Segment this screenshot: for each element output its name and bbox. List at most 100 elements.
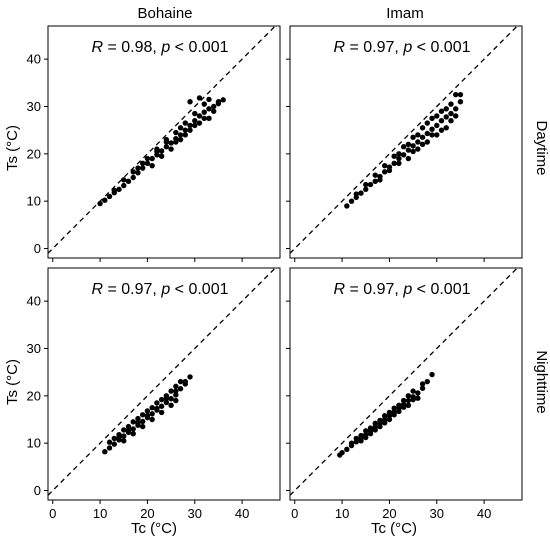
data-point <box>377 177 383 183</box>
data-point <box>116 186 122 193</box>
data-point <box>173 129 179 136</box>
data-point <box>372 427 378 433</box>
data-point <box>158 153 165 159</box>
data-point <box>144 160 151 167</box>
data-point <box>363 428 369 434</box>
data-point <box>424 130 431 137</box>
data-point <box>419 381 426 387</box>
data-point <box>130 431 136 437</box>
data-point <box>187 122 193 129</box>
data-point <box>177 125 184 131</box>
data-point <box>139 418 146 425</box>
data-point <box>448 110 454 117</box>
data-point <box>405 397 412 404</box>
r-symbol: R <box>91 39 103 56</box>
data-point <box>121 182 127 189</box>
y-tick-label: 40 <box>27 52 41 67</box>
data-point <box>125 427 132 433</box>
x-tick-label: 40 <box>235 506 249 521</box>
data-point <box>372 178 378 184</box>
y-tick-label: 30 <box>27 99 41 114</box>
data-point <box>353 191 359 197</box>
data-point <box>434 122 440 129</box>
data-point <box>168 388 174 394</box>
data-point <box>196 95 203 101</box>
data-point <box>192 117 198 124</box>
data-point <box>154 148 160 155</box>
one-to-one-line <box>48 268 276 496</box>
data-point <box>135 420 141 426</box>
one-to-one-line <box>290 268 518 496</box>
data-point <box>419 125 426 131</box>
data-point <box>192 122 198 129</box>
row-title-nighttime: Nighttime <box>533 350 550 413</box>
data-point <box>168 146 174 152</box>
data-point <box>438 108 445 114</box>
data-point <box>106 445 113 451</box>
data-point <box>206 115 212 122</box>
data-point <box>158 403 165 409</box>
data-point <box>405 147 412 153</box>
p-symbol: p <box>160 281 170 298</box>
data-point <box>182 132 189 138</box>
panel-border <box>289 25 523 259</box>
correlation-annotation: R = 0.98, p < 0.001 <box>91 39 228 56</box>
data-point <box>400 152 407 158</box>
data-point <box>201 101 207 107</box>
data-point <box>139 160 146 167</box>
data-point <box>158 409 165 416</box>
data-point <box>381 413 388 419</box>
data-point <box>149 416 155 423</box>
x-axis-title-right: Tc (°C) <box>371 520 417 537</box>
data-point <box>177 136 184 143</box>
y-tick-label: 20 <box>27 388 41 403</box>
data-point <box>130 174 136 181</box>
data-point <box>410 396 416 403</box>
x-tick-label: 20 <box>382 506 396 521</box>
data-point <box>381 169 388 175</box>
data-point <box>173 383 179 390</box>
data-point <box>386 416 393 423</box>
data-point <box>220 97 226 103</box>
data-point <box>410 148 416 155</box>
data-point <box>182 127 189 133</box>
data-point <box>372 420 378 426</box>
panel-bohaine-daytime: 0 10 20 30 40 R = 0.98, p < 0.001 <box>27 25 281 262</box>
data-point <box>396 151 402 157</box>
p-value: < 0.001 <box>412 281 470 298</box>
data-point <box>149 404 155 411</box>
data-point <box>211 103 217 110</box>
data-point <box>201 109 207 115</box>
y-tick-label: 30 <box>27 341 41 356</box>
data-point <box>139 165 146 171</box>
data-point <box>102 449 108 455</box>
data-point <box>443 125 449 131</box>
data-point <box>377 423 383 430</box>
data-point <box>163 395 170 402</box>
data-point <box>386 167 393 174</box>
data-point <box>448 101 454 107</box>
data-point <box>429 371 435 378</box>
data-point <box>173 139 179 145</box>
data-point <box>353 435 359 442</box>
correlation-annotation: R = 0.97, p < 0.001 <box>333 39 470 56</box>
one-to-one-line <box>290 26 518 254</box>
data-point <box>453 91 459 98</box>
x-tick-label: 0 <box>49 506 56 521</box>
r-value: = 0.97, <box>345 39 403 56</box>
panel-imam-daytime: R = 0.97, p < 0.001 <box>286 25 523 262</box>
data-point <box>135 165 141 171</box>
x-tick-label: 30 <box>188 506 202 521</box>
data-point <box>339 449 345 456</box>
data-point <box>396 160 402 167</box>
y-tick-label: 0 <box>34 241 41 256</box>
data-point <box>211 108 217 114</box>
data-point <box>429 132 435 138</box>
data-point <box>182 120 189 126</box>
data-point <box>419 385 426 391</box>
correlation-annotation: R = 0.97, p < 0.001 <box>333 281 470 298</box>
data-point <box>130 419 136 425</box>
data-point <box>158 148 165 154</box>
data-point <box>391 412 397 418</box>
